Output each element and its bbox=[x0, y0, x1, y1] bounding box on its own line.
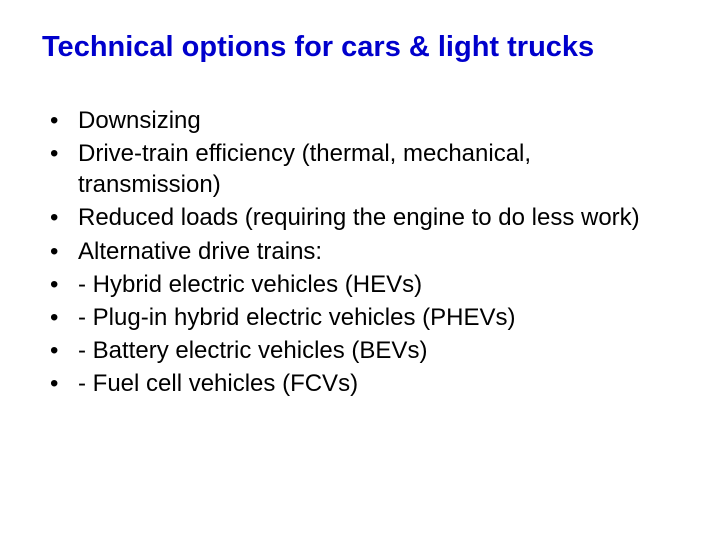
bullet-item: Downsizing bbox=[50, 105, 678, 136]
bullet-item: - Battery electric vehicles (BEVs) bbox=[50, 335, 678, 366]
bullet-item: Alternative drive trains: bbox=[50, 236, 678, 267]
bullet-item: Drive-train efficiency (thermal, mechani… bbox=[50, 138, 678, 200]
bullet-item: - Fuel cell vehicles (FCVs) bbox=[50, 368, 678, 399]
bullet-item: - Hybrid electric vehicles (HEVs) bbox=[50, 269, 678, 300]
bullet-list: Downsizing Drive-train efficiency (therm… bbox=[42, 105, 678, 400]
bullet-item: - Plug-in hybrid electric vehicles (PHEV… bbox=[50, 302, 678, 333]
slide-title: Technical options for cars & light truck… bbox=[42, 30, 678, 65]
bullet-item: Reduced loads (requiring the engine to d… bbox=[50, 202, 678, 233]
